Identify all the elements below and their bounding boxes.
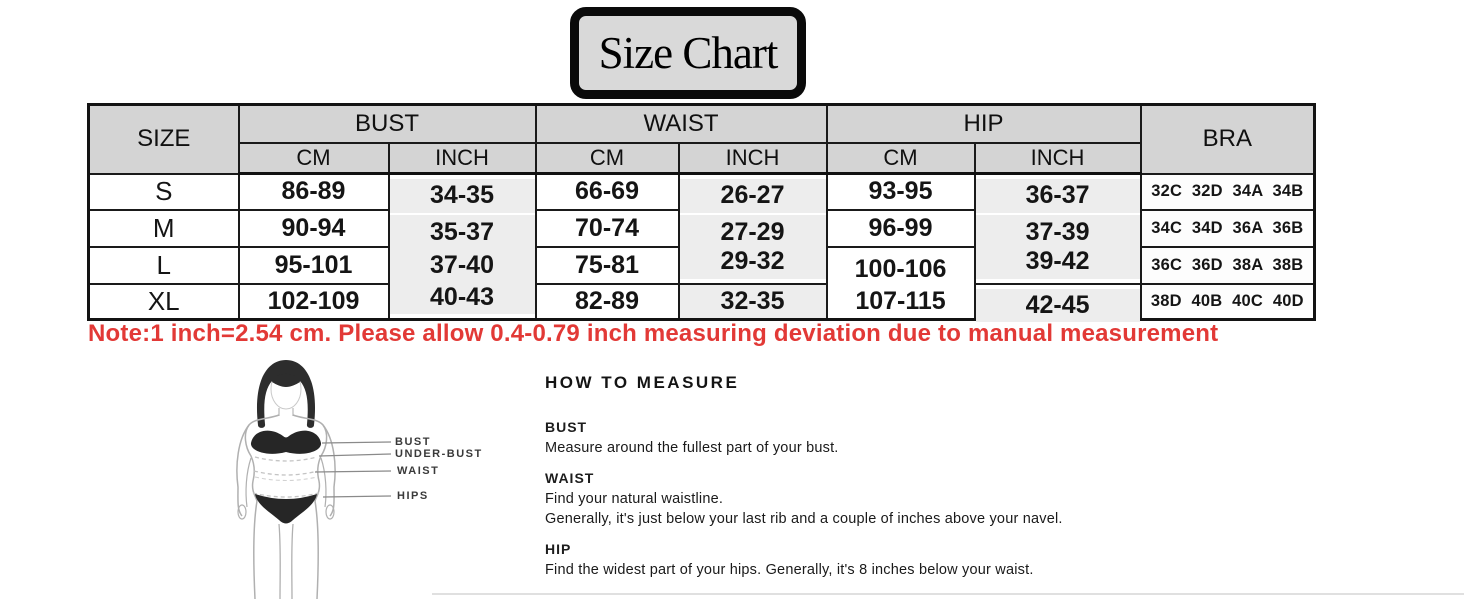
- figure-arm-right-inner: [320, 457, 327, 508]
- cell-bust-inch: 34-35: [387, 176, 537, 215]
- section-heading-bust: BUST: [545, 419, 588, 435]
- how-to-measure-title: HOW TO MEASURE: [545, 373, 740, 392]
- cell-bra: 36C 36D 38A 38B: [1139, 245, 1316, 285]
- hips-leader-line: [322, 495, 392, 498]
- cell-hip-cm: 107-115: [825, 282, 976, 321]
- col-header-bust-inch: INCH: [387, 141, 537, 175]
- cell-hip-cm: 100-106: [825, 249, 976, 289]
- female-silhouette-illustration: [236, 360, 392, 600]
- table-row: M 90-94 35-37 70-74 27-29 96-99 37-39 34…: [87, 208, 1316, 252]
- cell-bust-cm: 102-109: [237, 282, 390, 321]
- figure-label-hips: HIPS: [397, 490, 429, 502]
- cell-waist-inch: 26-27: [677, 176, 828, 215]
- cell-bra: 32C 32D 34A 34B: [1139, 172, 1316, 211]
- cell-size: S: [87, 172, 240, 211]
- col-header-waist-cm: CM: [534, 141, 680, 175]
- col-header-bra: BRA: [1139, 103, 1316, 175]
- cell-bust-cm: 86-89: [237, 172, 390, 211]
- figure-leg-right-outer: [314, 500, 320, 600]
- figure-neck: [278, 408, 294, 416]
- figure-hand-right: [325, 504, 335, 520]
- cell-waist-cm: 82-89: [534, 282, 680, 321]
- figure-arm-left: [236, 424, 250, 517]
- cell-bust-inch: 37-40: [387, 245, 537, 285]
- cell-size: M: [87, 208, 240, 248]
- figure-arm-right: [322, 424, 336, 517]
- cell-hip-inch: 36-37: [973, 176, 1142, 215]
- table-row: L 95-101 37-40 75-81 29-32 100-106 39-42…: [87, 241, 1316, 289]
- cell-hip-inch: 39-42: [973, 241, 1142, 281]
- section-text: Measure around the fullest part of your …: [545, 440, 839, 456]
- section-text: Generally, it's just below your last rib…: [545, 511, 1063, 527]
- table-row: XL 102-109 40-43 82-89 32-35 107-115 42-…: [87, 278, 1316, 325]
- how-to-measure-hip: HIP Find the widest part of your hips. G…: [545, 541, 1325, 580]
- col-header-waist: WAIST: [534, 103, 828, 144]
- figure-leg-right-inner: [291, 523, 294, 600]
- figure-leg-left-outer: [252, 500, 258, 600]
- how-to-measure-bust: BUST Measure around the fullest part of …: [545, 419, 1325, 458]
- cell-size: L: [87, 245, 240, 285]
- section-heading-waist: WAIST: [545, 470, 595, 486]
- cell-bra: 34C 34D 36A 36B: [1139, 208, 1316, 248]
- bottom-divider: [432, 593, 1464, 595]
- cell-hip-inch: 42-45: [973, 286, 1142, 325]
- cell-waist-inch: 29-32: [677, 241, 828, 281]
- col-header-bust-cm: CM: [237, 141, 390, 175]
- section-heading-hip: HIP: [545, 541, 572, 557]
- waist-guide-line: [253, 470, 319, 476]
- figure-bikini-top: [250, 430, 322, 454]
- col-header-hip-cm: CM: [825, 141, 976, 175]
- measurement-deviation-note: Note:1 inch=2.54 cm. Please allow 0.4-0.…: [88, 320, 1219, 347]
- underbust-guide-line: [254, 456, 318, 462]
- section-text: Find your natural waistline.: [545, 491, 724, 507]
- cell-bust-cm: 90-94: [237, 208, 390, 248]
- underbust-leader-line: [318, 453, 392, 457]
- body-measurement-figure: BUST UNDER-BUST WAIST HIPS: [225, 355, 483, 600]
- how-to-measure-waist: WAIST Find your natural waistline. Gener…: [545, 470, 1325, 529]
- col-header-hip: HIP: [825, 103, 1142, 144]
- cell-bra: 38D 40B 40C 40D: [1139, 282, 1316, 321]
- waist-guide-line-2: [254, 476, 318, 482]
- cell-waist-inch: 32-35: [677, 282, 828, 321]
- figure-hair: [256, 360, 316, 428]
- size-table: SIZE BUST WAIST HIP BRA CM INCH CM INCH …: [87, 103, 1317, 325]
- figure-bikini-bottom: [255, 494, 317, 524]
- cell-bust-inch: 35-37: [387, 212, 537, 252]
- col-header-waist-inch: INCH: [677, 141, 828, 175]
- cell-size: XL: [87, 282, 240, 321]
- figure-hair-fringe: [272, 373, 300, 387]
- page-title: Size Chart: [598, 28, 779, 78]
- cell-waist-cm: 66-69: [534, 172, 680, 211]
- bust-leader-line: [321, 441, 392, 444]
- how-to-measure-section: HOW TO MEASURE BUST Measure around the f…: [545, 373, 1325, 592]
- cell-bust-cm: 95-101: [237, 245, 390, 285]
- figure-label-waist: WAIST: [397, 465, 440, 477]
- cell-hip-cm: 93-95: [825, 172, 976, 211]
- size-chart-title-box: Size Chart: [570, 7, 806, 99]
- table-row: S 86-89 34-35 66-69 26-27 93-95 36-37 32…: [87, 172, 1316, 215]
- figure-label-bust: BUST: [395, 436, 431, 448]
- col-header-hip-inch: INCH: [973, 141, 1142, 175]
- cell-waist-cm: 75-81: [534, 245, 680, 285]
- figure-leg-left-inner: [278, 523, 281, 600]
- figure-label-under-bust: UNDER-BUST: [395, 448, 483, 460]
- cell-hip-cm: 96-99: [825, 208, 976, 248]
- col-header-bust: BUST: [237, 103, 537, 144]
- table-header-row-groups: SIZE BUST WAIST HIP BRA: [87, 103, 1316, 175]
- figure-torso-left: [244, 414, 280, 502]
- table-header-row-units: CM INCH CM INCH CM INCH: [89, 141, 1315, 175]
- cell-bust-inch: 40-43: [387, 278, 537, 317]
- waist-leader-line: [314, 470, 392, 473]
- col-header-size: SIZE: [87, 103, 240, 175]
- figure-hand-left: [237, 504, 247, 520]
- figure-arm-left-inner: [245, 457, 252, 508]
- section-text: Find the widest part of your hips. Gener…: [545, 562, 1034, 578]
- cell-waist-cm: 70-74: [534, 208, 680, 248]
